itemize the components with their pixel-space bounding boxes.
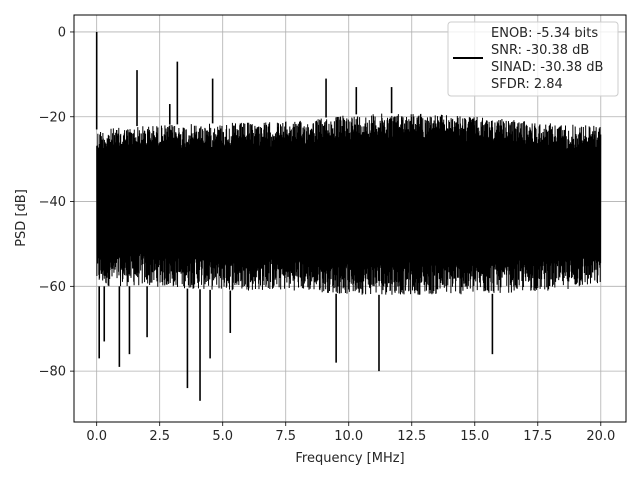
y-tick-label: −20 [39, 110, 66, 125]
x-tick-label: 12.5 [397, 429, 426, 444]
x-axis-label: Frequency [MHz] [295, 451, 404, 466]
y-axis-label: PSD [dB] [14, 189, 29, 247]
axis-ticks: 0.0 2.5 5.0 7.5 10.0 12.5 15.0 17.5 20.0 0 −20 −40 −… [39, 25, 616, 444]
legend-entry-snr: SNR: -30.38 dB [491, 43, 589, 58]
x-tick-label: 15.0 [460, 429, 489, 444]
legend-box [447, 21, 619, 97]
x-tick-label: 10.0 [334, 429, 363, 444]
y-tick-label: −80 [39, 365, 66, 380]
x-tick-label: 2.5 [149, 429, 170, 444]
psd-noise-trace [96, 113, 602, 295]
legend-entry-enob: ENOB: -5.34 bits [491, 26, 598, 41]
y-tick-label: −60 [39, 280, 66, 295]
x-tick-label: 20.0 [586, 429, 615, 444]
plot-area [95, 31, 602, 401]
y-tick-label: 0 [58, 25, 66, 40]
x-tick-label: 0.0 [86, 429, 107, 444]
axes-frame [73, 14, 627, 423]
x-tick-label: 7.5 [275, 429, 296, 444]
legend-entry-sinad: SINAD: -30.38 dB [491, 60, 603, 75]
legend: ENOB: -5.34 bits SNR: -30.38 dB SINAD: -… [447, 21, 619, 97]
x-tick-label: 5.0 [212, 429, 233, 444]
legend-entry-sfdr: SFDR: 2.84 [491, 77, 563, 92]
x-tick-label: 17.5 [523, 429, 552, 444]
y-tick-label: −40 [39, 195, 66, 210]
